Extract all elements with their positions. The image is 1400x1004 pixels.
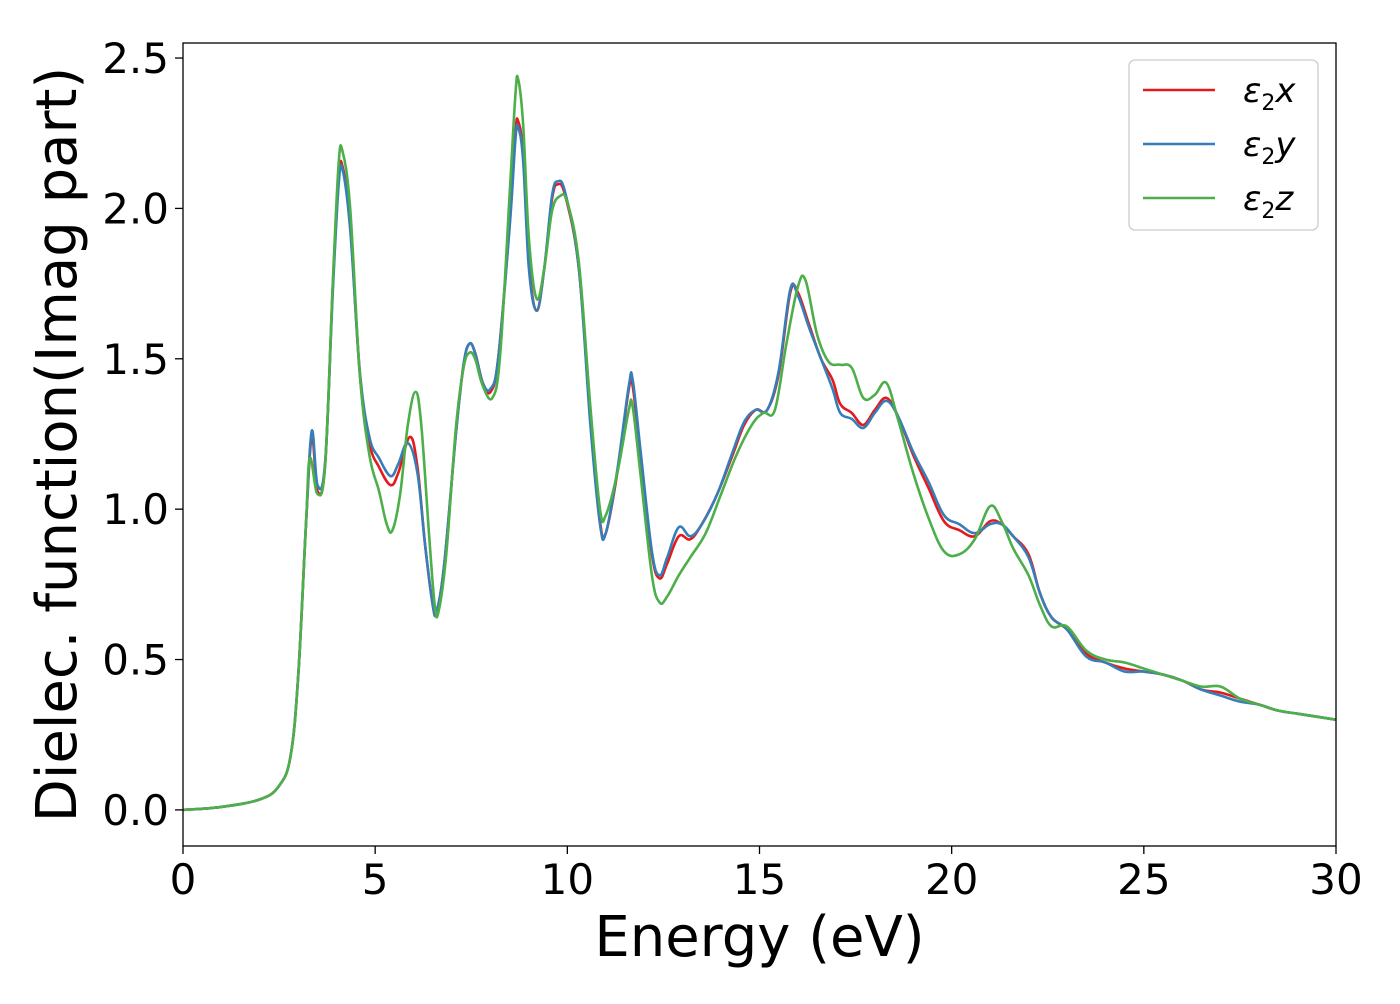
legend-label-x: ε2x	[1243, 71, 1296, 116]
y-tick-label: 1.5	[102, 335, 169, 384]
x-tick-label: 5	[362, 855, 389, 904]
legend: ε2x ε2y ε2z	[1128, 59, 1319, 231]
y-tick-label: 2.0	[102, 184, 169, 233]
legend-label-y: ε2y	[1243, 125, 1296, 170]
y-tick-label: 2.5	[102, 34, 169, 83]
series-line-y	[183, 123, 1336, 812]
legend-label-z: ε2z	[1243, 179, 1294, 224]
x-tick-label: 15	[733, 855, 786, 904]
x-tick-label: 10	[541, 855, 594, 904]
legend-box	[1128, 59, 1319, 231]
x-axis-label: Energy (eV)	[594, 905, 924, 970]
y-axis-label: Dielec. function(Imag part)	[25, 67, 90, 823]
series-group	[183, 74, 1336, 812]
x-tick-label: 0	[170, 855, 197, 904]
x-axis-ticks: 0 5 10 15 20 25 30	[170, 846, 1363, 904]
x-tick-label: 25	[1117, 855, 1170, 904]
y-tick-label: 1.0	[102, 485, 169, 534]
x-tick-label: 20	[925, 855, 978, 904]
y-axis-ticks: 0.0 0.5 1.0 1.5 2.0 2.5	[102, 34, 183, 835]
y-tick-label: 0.5	[102, 636, 169, 685]
y-tick-label: 0.0	[102, 786, 169, 835]
x-tick-label: 30	[1309, 855, 1362, 904]
series-line-z	[183, 74, 1336, 812]
